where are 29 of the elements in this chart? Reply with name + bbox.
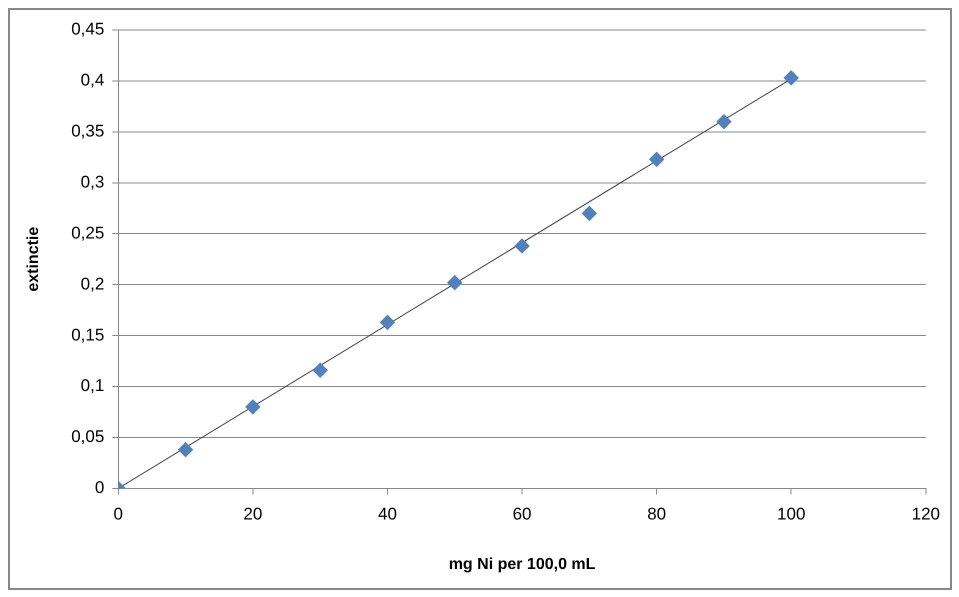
- x-tick-label: 100: [777, 504, 806, 524]
- y-tick-label: 0: [94, 478, 104, 498]
- y-tick-label: 0,4: [80, 70, 104, 90]
- y-tick-label: 0,1: [80, 376, 104, 396]
- x-tick-label: 60: [512, 504, 532, 524]
- point: [784, 70, 799, 86]
- x-tick-label: 80: [647, 504, 666, 524]
- point: [380, 314, 395, 330]
- x-tick-label: 40: [378, 504, 397, 524]
- point: [582, 206, 597, 221]
- y-tick-label: 0,3: [80, 172, 104, 192]
- y-tick-label: 0,25: [71, 223, 104, 242]
- point: [447, 275, 462, 290]
- y-tick-label: 0,2: [80, 274, 104, 294]
- x-tick-label: 120: [912, 504, 940, 524]
- y-tick-label: 0,45: [71, 20, 104, 39]
- y-tick-label: 0,15: [71, 325, 104, 344]
- point: [245, 399, 260, 414]
- y-tick-label: 0,35: [71, 122, 104, 141]
- x-axis-title: mg Ni per 100,0 mL: [448, 556, 596, 573]
- point: [178, 442, 194, 458]
- point: [514, 238, 530, 254]
- y-axis-title: extinctie: [25, 226, 42, 292]
- point: [716, 114, 732, 130]
- y-tick-label: 0,05: [71, 427, 104, 446]
- x-tick-label: 0: [114, 504, 124, 524]
- x-tick-label: 20: [243, 504, 262, 524]
- point: [312, 362, 328, 378]
- point: [649, 152, 664, 167]
